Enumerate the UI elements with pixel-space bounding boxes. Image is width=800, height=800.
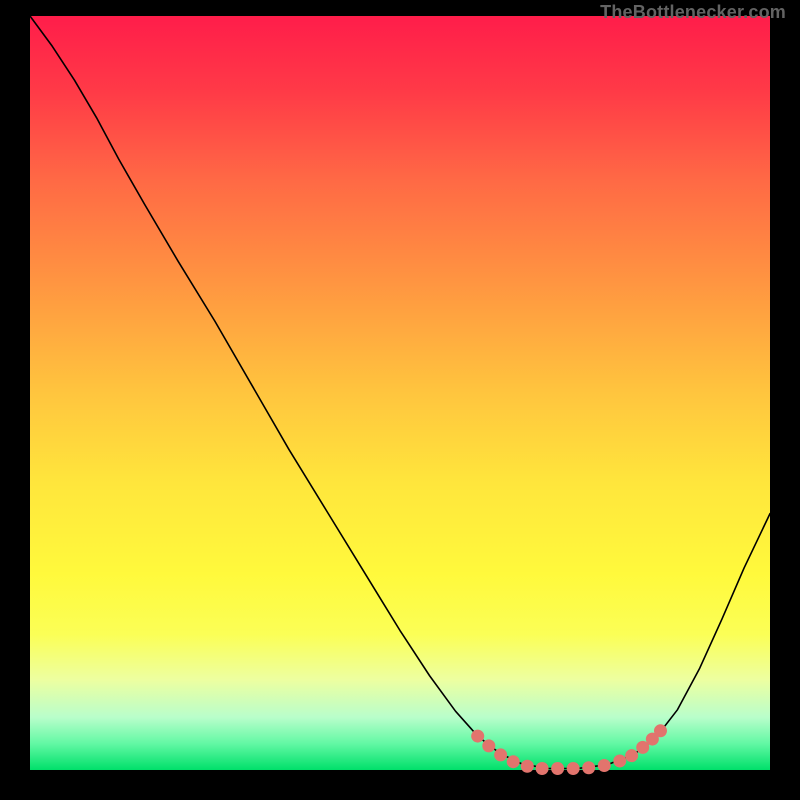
bottleneck-chart: TheBottlenecker.com <box>0 0 800 800</box>
watermark-text: TheBottlenecker.com <box>600 2 786 23</box>
chart-svg <box>0 0 800 800</box>
